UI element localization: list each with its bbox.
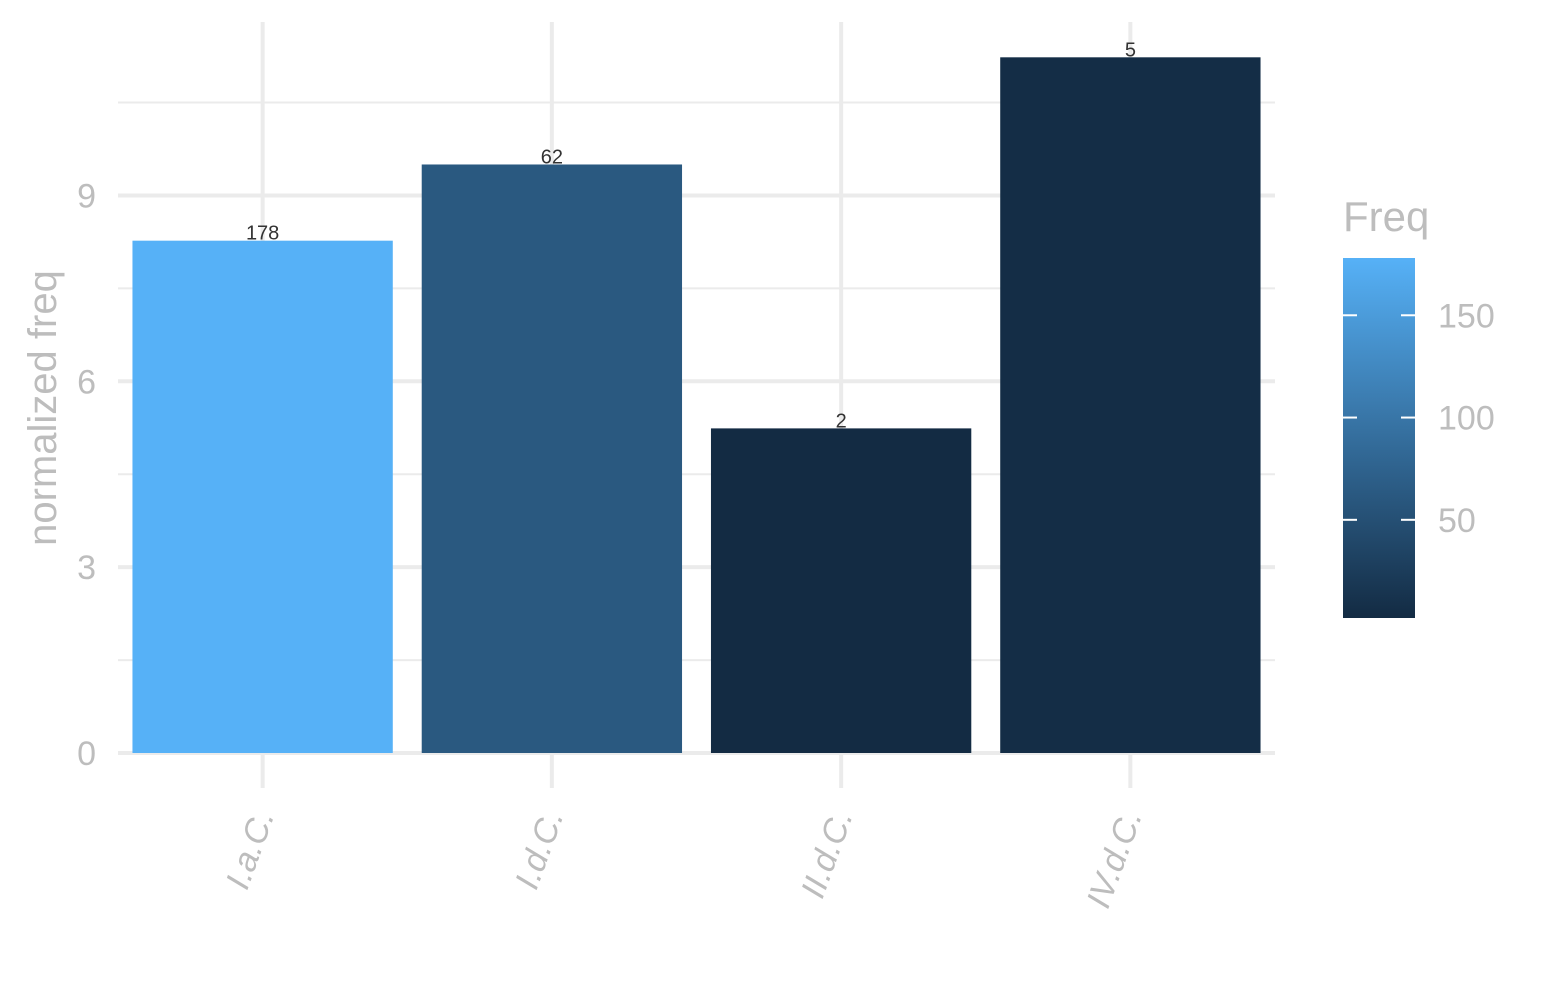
legend-colorbar bbox=[1343, 258, 1415, 618]
x-tick-label: I.d.C. bbox=[508, 805, 571, 894]
y-axis-title: normalized freq bbox=[21, 270, 65, 546]
bars bbox=[132, 57, 1261, 754]
bar-I.d.C. bbox=[421, 164, 683, 754]
bar-value-label: 5 bbox=[1125, 39, 1136, 61]
bar-IV.d.C. bbox=[1000, 57, 1261, 753]
y-axis-ticks: 0 3 6 9 bbox=[77, 177, 96, 773]
bar-value-label: 178 bbox=[246, 223, 279, 245]
legend-tick-label: 100 bbox=[1438, 400, 1495, 438]
bar-II.d.C. bbox=[710, 428, 972, 753]
bar-value-label: 62 bbox=[541, 146, 563, 168]
x-tick-label: I.a.C. bbox=[219, 805, 282, 894]
bar-labels: 178 62 2 5 bbox=[246, 39, 1136, 432]
x-axis-ticks: I.a.C. I.d.C. II.d.C. IV.d.C. bbox=[219, 805, 1150, 913]
y-tick-label: 6 bbox=[77, 363, 96, 401]
x-tick-label: II.d.C. bbox=[794, 805, 861, 903]
y-tick-label: 0 bbox=[77, 735, 96, 773]
y-tick-label: 9 bbox=[77, 177, 96, 215]
bar-I.a.C. bbox=[132, 240, 393, 753]
y-tick-label: 3 bbox=[77, 549, 96, 587]
legend-title: Freq bbox=[1343, 193, 1429, 240]
legend-tick-label: 50 bbox=[1438, 502, 1476, 540]
legend-tick-label: 150 bbox=[1438, 297, 1495, 335]
bar-value-label: 2 bbox=[836, 410, 847, 432]
x-tick-label: IV.d.C. bbox=[1080, 805, 1150, 913]
legend: Freq 50 100 150 bbox=[1343, 193, 1495, 618]
legend-ticks: 50 100 150 bbox=[1343, 297, 1495, 540]
